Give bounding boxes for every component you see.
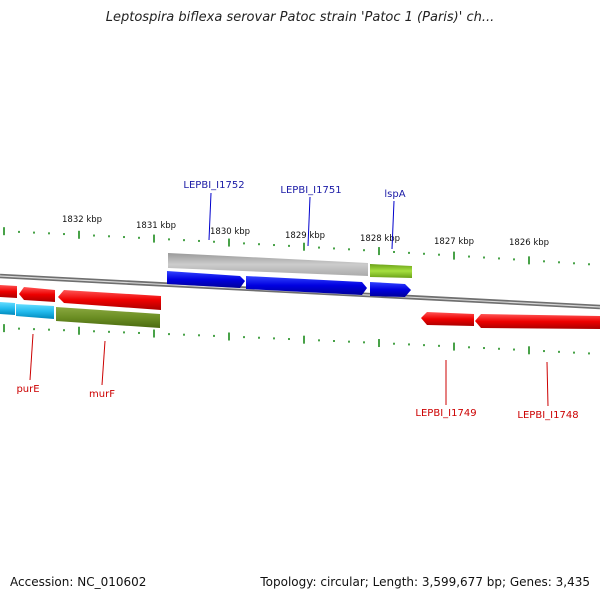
- gene-label-lepbi-i1749[interactable]: LEPBI_I1749: [415, 408, 476, 419]
- gene-arrow-lspa[interactable]: [370, 282, 411, 297]
- gene-arrow-lepbi-i1752[interactable]: [167, 271, 245, 288]
- gene-label-murf[interactable]: murF: [89, 389, 115, 400]
- gene-label-lepbi-i1751[interactable]: LEPBI_I1751: [280, 185, 341, 196]
- connector-lepbi-i1751: [307, 196, 311, 247]
- connector-lspa: [391, 200, 395, 250]
- gene-arrow-lepbi-i1751[interactable]: [246, 276, 367, 295]
- gene-arrow-left-2[interactable]: [19, 287, 55, 302]
- gene-arrow-lepbi-i1748[interactable]: [475, 314, 600, 329]
- scale-label-1831: 1831 kbp: [136, 221, 176, 231]
- feature-olive[interactable]: [56, 307, 160, 328]
- genome-stats-text: Topology: circular; Length: 3,599,677 bp…: [260, 575, 590, 589]
- gene-arrow-left-edge[interactable]: [0, 285, 17, 298]
- feature-green[interactable]: [370, 264, 412, 278]
- scale-ticks-lower: [3, 324, 590, 355]
- connector-lepbi-i1752: [208, 192, 212, 241]
- scale-label-1826: 1826 kbp: [509, 238, 549, 248]
- scale-label-1829: 1829 kbp: [285, 231, 325, 241]
- connector-lepbi-i1748: [546, 361, 549, 407]
- gene-label-lspa[interactable]: lspA: [384, 189, 405, 200]
- scale-label-1832: 1832 kbp: [62, 215, 102, 225]
- gene-label-lepbi-i1752[interactable]: LEPBI_I1752: [183, 180, 244, 191]
- connector-pure: [29, 333, 34, 381]
- scale-ticks-upper: [3, 227, 590, 266]
- scale-label-1830: 1830 kbp: [210, 227, 250, 237]
- gene-arrow-lepbi-i1749[interactable]: [421, 312, 474, 326]
- feature-gray[interactable]: [168, 253, 368, 276]
- connector-murf: [101, 340, 106, 386]
- accession-text: Accession: NC_010602: [10, 575, 147, 589]
- gene-label-lepbi-i1748[interactable]: LEPBI_I1748: [517, 410, 578, 421]
- feature-cyan-b[interactable]: [16, 304, 54, 319]
- gene-arrow-murf[interactable]: [58, 290, 161, 310]
- scale-label-1827: 1827 kbp: [434, 237, 474, 247]
- map-title: Leptospira biflexa serovar Patoc strain …: [105, 10, 495, 25]
- scale-label-1828: 1828 kbp: [360, 234, 400, 244]
- gene-label-pure[interactable]: purE: [16, 384, 39, 395]
- feature-cyan-a[interactable]: [0, 302, 15, 315]
